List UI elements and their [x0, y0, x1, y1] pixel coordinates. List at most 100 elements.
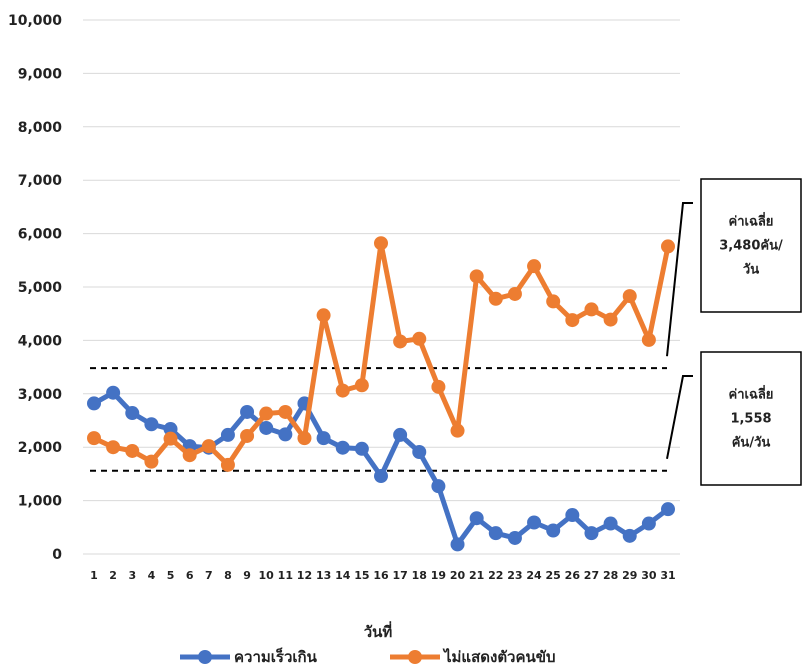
callout-leader [666, 375, 693, 459]
x-tick-label: 12 [297, 569, 312, 582]
data-point [412, 445, 427, 460]
x-tick-label: 1 [90, 569, 98, 582]
x-tick-label: 15 [354, 569, 369, 582]
callout-leader [666, 202, 693, 357]
data-point [316, 431, 331, 446]
data-point [87, 431, 101, 446]
data-point [354, 441, 369, 456]
data-point [278, 427, 293, 442]
reference-lines [90, 367, 667, 472]
y-tick-label: 3,000 [18, 387, 63, 403]
data-point [201, 439, 216, 454]
x-tick-label: 7 [205, 569, 213, 582]
data-point [641, 516, 656, 531]
y-tick-label: 7,000 [18, 173, 63, 189]
data-point [163, 422, 178, 437]
callout-label: 1,558 [730, 412, 771, 427]
y-tick-label: 6,000 [18, 227, 63, 243]
data-point [125, 443, 140, 458]
legend-swatch-marker [408, 650, 422, 664]
data-point [469, 269, 484, 284]
data-point [106, 385, 121, 400]
data-point [450, 423, 465, 438]
callout-label: ค่าเฉลี่ย [729, 385, 774, 403]
y-tick-label: 2,000 [18, 440, 63, 456]
x-tick-label: 6 [186, 569, 194, 582]
x-tick-label: 21 [469, 569, 484, 582]
data-point [259, 420, 274, 435]
data-point [622, 289, 637, 304]
legend-label: ไม่แสดงตัวคนขับ [442, 647, 556, 665]
x-tick-label: 4 [148, 569, 156, 582]
y-tick-label: 10,000 [8, 13, 62, 29]
data-point [507, 530, 522, 545]
y-tick-label: 8,000 [18, 120, 63, 136]
callouts: ค่าเฉลี่ย3,480คัน/วันค่าเฉลี่ย1,558คัน/ว… [666, 178, 802, 486]
y-tick-label: 4,000 [18, 333, 63, 349]
data-point [354, 378, 369, 393]
data-point [335, 383, 350, 398]
data-point [374, 236, 388, 251]
legend-label: ความเร็วเกิน [234, 647, 318, 665]
data-point [622, 528, 637, 543]
x-tick-label: 10 [259, 569, 275, 582]
data-point [87, 396, 101, 411]
data-point [546, 523, 561, 538]
x-tick-label: 2 [109, 569, 117, 582]
x-tick-label: 8 [224, 569, 232, 582]
x-tick-label: 22 [488, 569, 503, 582]
callout-label: คัน/วัน [732, 436, 771, 451]
data-point [546, 294, 561, 309]
data-point [297, 431, 312, 446]
callout-box [700, 351, 802, 486]
data-point [431, 479, 446, 494]
x-tick-label: 27 [584, 569, 599, 582]
data-point [412, 331, 427, 346]
data-point [144, 454, 159, 469]
x-tick-label: 20 [450, 569, 466, 582]
series-line [91, 240, 671, 468]
x-tick-label: 13 [316, 569, 331, 582]
legend: ความเร็วเกิน ไม่แสดงตัวคนขับ [180, 647, 556, 665]
x-tick-label: 26 [565, 569, 581, 582]
data-point [584, 302, 599, 317]
data-point [393, 334, 408, 349]
data-point [182, 448, 197, 463]
data-point [125, 406, 140, 421]
data-point [527, 515, 542, 530]
data-point [240, 404, 255, 419]
x-tick-label: 5 [167, 569, 175, 582]
data-point [220, 457, 235, 472]
data-point [565, 313, 580, 328]
data-point [507, 286, 522, 301]
series-line [91, 390, 671, 547]
x-tick-label: 25 [546, 569, 561, 582]
data-point [661, 502, 675, 517]
callout-label: ค่าเฉลี่ย [729, 212, 774, 230]
x-axis-label: วันที่ [364, 621, 393, 641]
y-tick-label: 0 [52, 547, 62, 563]
x-tick-label: 14 [335, 569, 351, 582]
series [87, 236, 675, 552]
data-point [584, 526, 599, 541]
data-point [163, 431, 178, 446]
x-tick-label: 29 [622, 569, 637, 582]
x-tick-label: 28 [603, 569, 618, 582]
axes: 0 1,000 2,000 3,000 4,000 5,000 6,000 7,000 8,00… [8, 13, 680, 582]
data-point [144, 417, 159, 432]
legend-swatch-marker [198, 650, 212, 664]
data-point [106, 440, 121, 455]
data-point [641, 332, 656, 347]
x-tick-label: 9 [243, 569, 251, 582]
data-point [469, 511, 484, 526]
callout-box [700, 178, 802, 313]
y-tick-label: 5,000 [18, 280, 63, 296]
data-point [316, 308, 331, 323]
data-point [603, 516, 618, 531]
x-tick-label: 3 [128, 569, 136, 582]
data-point [220, 427, 235, 442]
x-tick-label: 23 [507, 569, 522, 582]
data-point [565, 508, 580, 523]
x-tick-label: 11 [278, 569, 293, 582]
